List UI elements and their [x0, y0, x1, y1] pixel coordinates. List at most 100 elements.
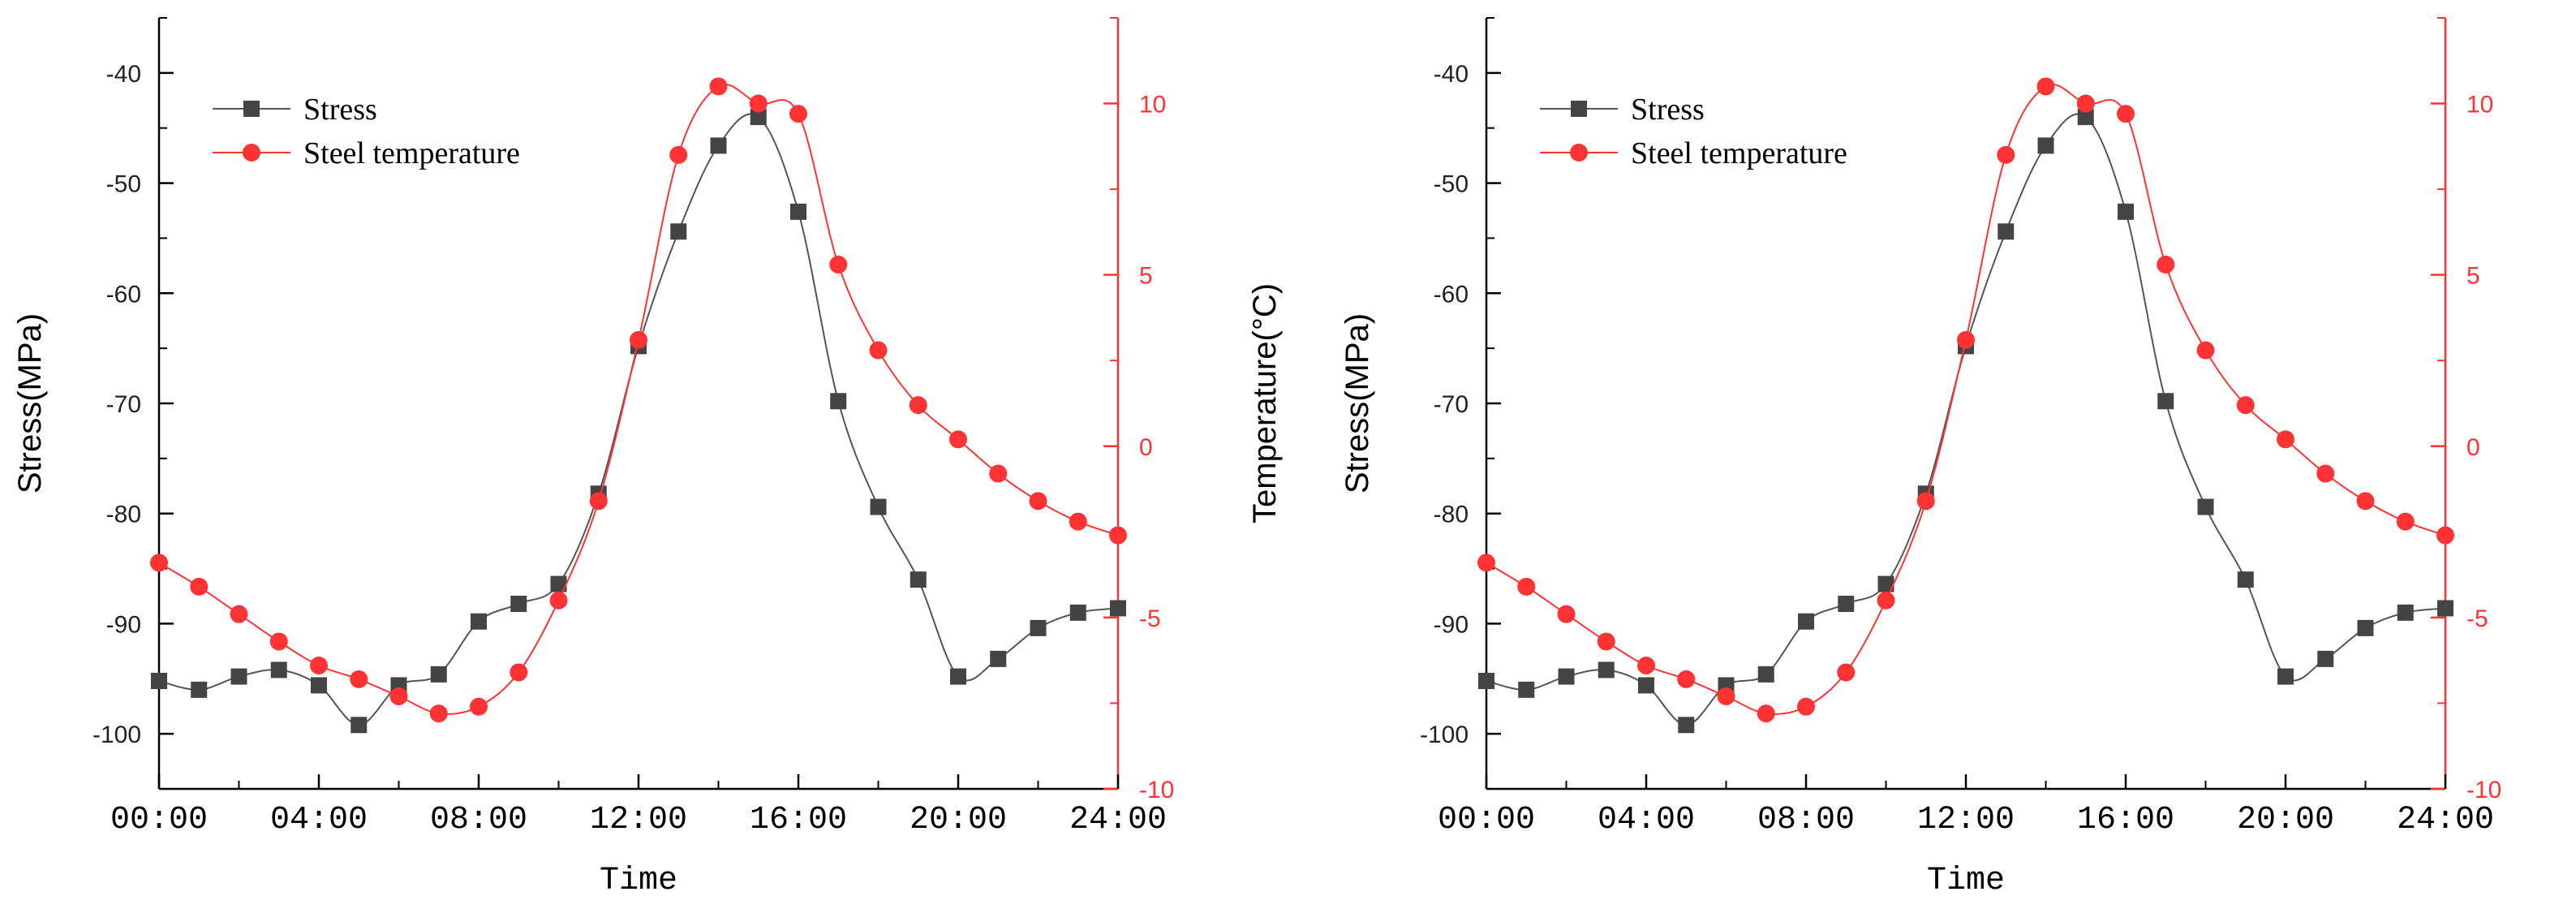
temperature-data-point: [2396, 512, 2415, 531]
legend-label: Steel temperature: [303, 136, 520, 170]
x-tick-label: 20:00: [2237, 802, 2334, 838]
stress-data-point: [1598, 661, 1615, 679]
x-tick-label: 16:00: [750, 802, 847, 838]
y-left-tick-label: -90: [1434, 611, 1469, 638]
temperature-data-point: [869, 341, 888, 360]
x-tick-label: 00:00: [1438, 802, 1535, 838]
temperature-data-point: [1797, 697, 1815, 716]
temperature-data-point: [949, 430, 967, 449]
y-right-tick-label: -10: [1139, 777, 1174, 803]
stress-data-point: [1757, 666, 1774, 683]
stress-data-point: [2357, 619, 2374, 636]
y-right-tick-label: -5: [2466, 605, 2488, 632]
stress-data-point: [1998, 223, 2015, 240]
temperature-data-point: [429, 704, 448, 723]
y-right-tick-label: 5: [2466, 263, 2480, 290]
temperature-data-point: [1637, 657, 1655, 674]
y-left-tick-label: -80: [106, 502, 141, 528]
temperature-data-point: [1957, 330, 1975, 349]
stress-data-point: [2277, 668, 2294, 685]
legend-label: Stress: [303, 93, 377, 127]
temperature-data-point: [2076, 94, 2095, 113]
temperature-data-point: [630, 330, 647, 349]
x-tick-label: 04:00: [1598, 802, 1695, 838]
stress-data-point: [1877, 575, 1894, 592]
legend-label: Stress: [1631, 93, 1705, 127]
temperature-data-point: [669, 145, 688, 164]
stress-data-point: [790, 203, 806, 220]
temperature-data-point: [510, 663, 528, 682]
temperature-data-point: [1916, 492, 1935, 511]
stress-data-point: [2077, 109, 2094, 126]
x-tick-label: 20:00: [910, 802, 1007, 838]
temperature-data-point: [2117, 105, 2135, 123]
temperature-data-point: [1069, 512, 1087, 531]
temperature-data-point: [989, 464, 1008, 483]
stress-data-point: [910, 571, 927, 588]
y-left-tick-label: -40: [1434, 61, 1469, 88]
x-tick-label: 00:00: [110, 802, 208, 838]
stress-data-point: [151, 673, 167, 689]
temperature-data-point: [1029, 492, 1047, 511]
temperature-data-point: [709, 77, 728, 96]
stress-data-point: [2157, 393, 2174, 410]
stress-data-point: [1030, 619, 1047, 636]
stress-data-point: [2437, 600, 2453, 617]
x-tick-label: 12:00: [1917, 802, 2015, 838]
legend-label: Steel temperature: [1631, 136, 1847, 170]
x-tick-label: 08:00: [1757, 802, 1855, 838]
stress-data-point: [230, 668, 247, 685]
y-left-axis-title: Stress(MPa): [1340, 313, 1375, 493]
chart-panel-left: -40 -50 -60 -70 -80 -90 -100 10 5 0 -5 -10 00:00 04:0…: [12, 17, 1283, 899]
y-right-tick-label: 0: [2466, 434, 2480, 461]
stress-data-point: [710, 137, 727, 154]
temperature-data-point: [829, 256, 848, 274]
temperature-data-point: [2157, 256, 2175, 274]
y-left-tick-label: -60: [1434, 281, 1469, 308]
temperature-data-point: [2236, 396, 2255, 415]
stress-data-point: [350, 717, 368, 734]
temperature-data-point: [1997, 145, 2015, 164]
stress-data-point: [1518, 681, 1535, 698]
temperature-data-point: [589, 492, 608, 511]
stress-temperature-chart-left: -40 -50 -60 -70 -80 -90 -100 10 5 0 -5 -10 00:00 04:0…: [12, 17, 1283, 899]
temperature-data-point: [1109, 526, 1127, 545]
y-right-tick-label: -5: [1139, 605, 1161, 632]
stress-data-point: [2118, 203, 2134, 220]
stress-data-point: [990, 650, 1007, 667]
temperature-data-point: [749, 94, 768, 113]
temperature-data-point: [310, 657, 328, 674]
y-right-axis-title: Temperature(°C): [2574, 283, 2576, 523]
temperature-data-point: [1837, 663, 1856, 682]
stress-data-point: [1558, 668, 1575, 685]
y-left-tick-label: -100: [92, 722, 141, 748]
y-left-tick-label: -50: [106, 171, 141, 198]
y-left-tick-label: -70: [1434, 391, 1469, 418]
legend-marker-circle: [243, 144, 260, 162]
stress-temperature-chart-right: -40 -50 -60 -70 -80 -90 -100 10 5 0 -5 -10 00:00 04:0…: [1340, 17, 2576, 899]
stress-data-point: [2037, 137, 2054, 154]
y-left-tick-label: -50: [1434, 171, 1469, 198]
x-tick-label: 24:00: [2397, 802, 2494, 838]
stress-data-point: [1638, 677, 1654, 694]
stress-data-point: [550, 575, 567, 592]
temperature-data-point: [909, 396, 927, 415]
stress-data-point: [950, 668, 966, 685]
temperature-data-point: [2277, 430, 2294, 449]
temperature-data-point: [389, 687, 408, 705]
series-line-stress: [1486, 113, 2446, 726]
temperature-data-point: [1517, 577, 1536, 596]
legend-marker-square: [1571, 101, 1587, 117]
x-tick-label: 24:00: [1069, 802, 1167, 838]
x-tick-label: 04:00: [270, 802, 368, 838]
y-right-axis-title: Temperature(°C): [1247, 283, 1283, 523]
stress-data-point: [2317, 650, 2334, 667]
temperature-data-point: [1717, 687, 1735, 705]
y-right-tick-label: 10: [1139, 92, 1166, 118]
temperature-data-point: [2036, 77, 2055, 96]
stress-data-point: [471, 613, 487, 630]
stress-data-point: [2237, 571, 2254, 588]
y-right-tick-label: 0: [1139, 434, 1153, 461]
chart-panel-right: -40 -50 -60 -70 -80 -90 -100 10 5 0 -5 -10 00:00 04:0…: [1327, 0, 2576, 909]
stress-data-point: [1110, 600, 1126, 617]
